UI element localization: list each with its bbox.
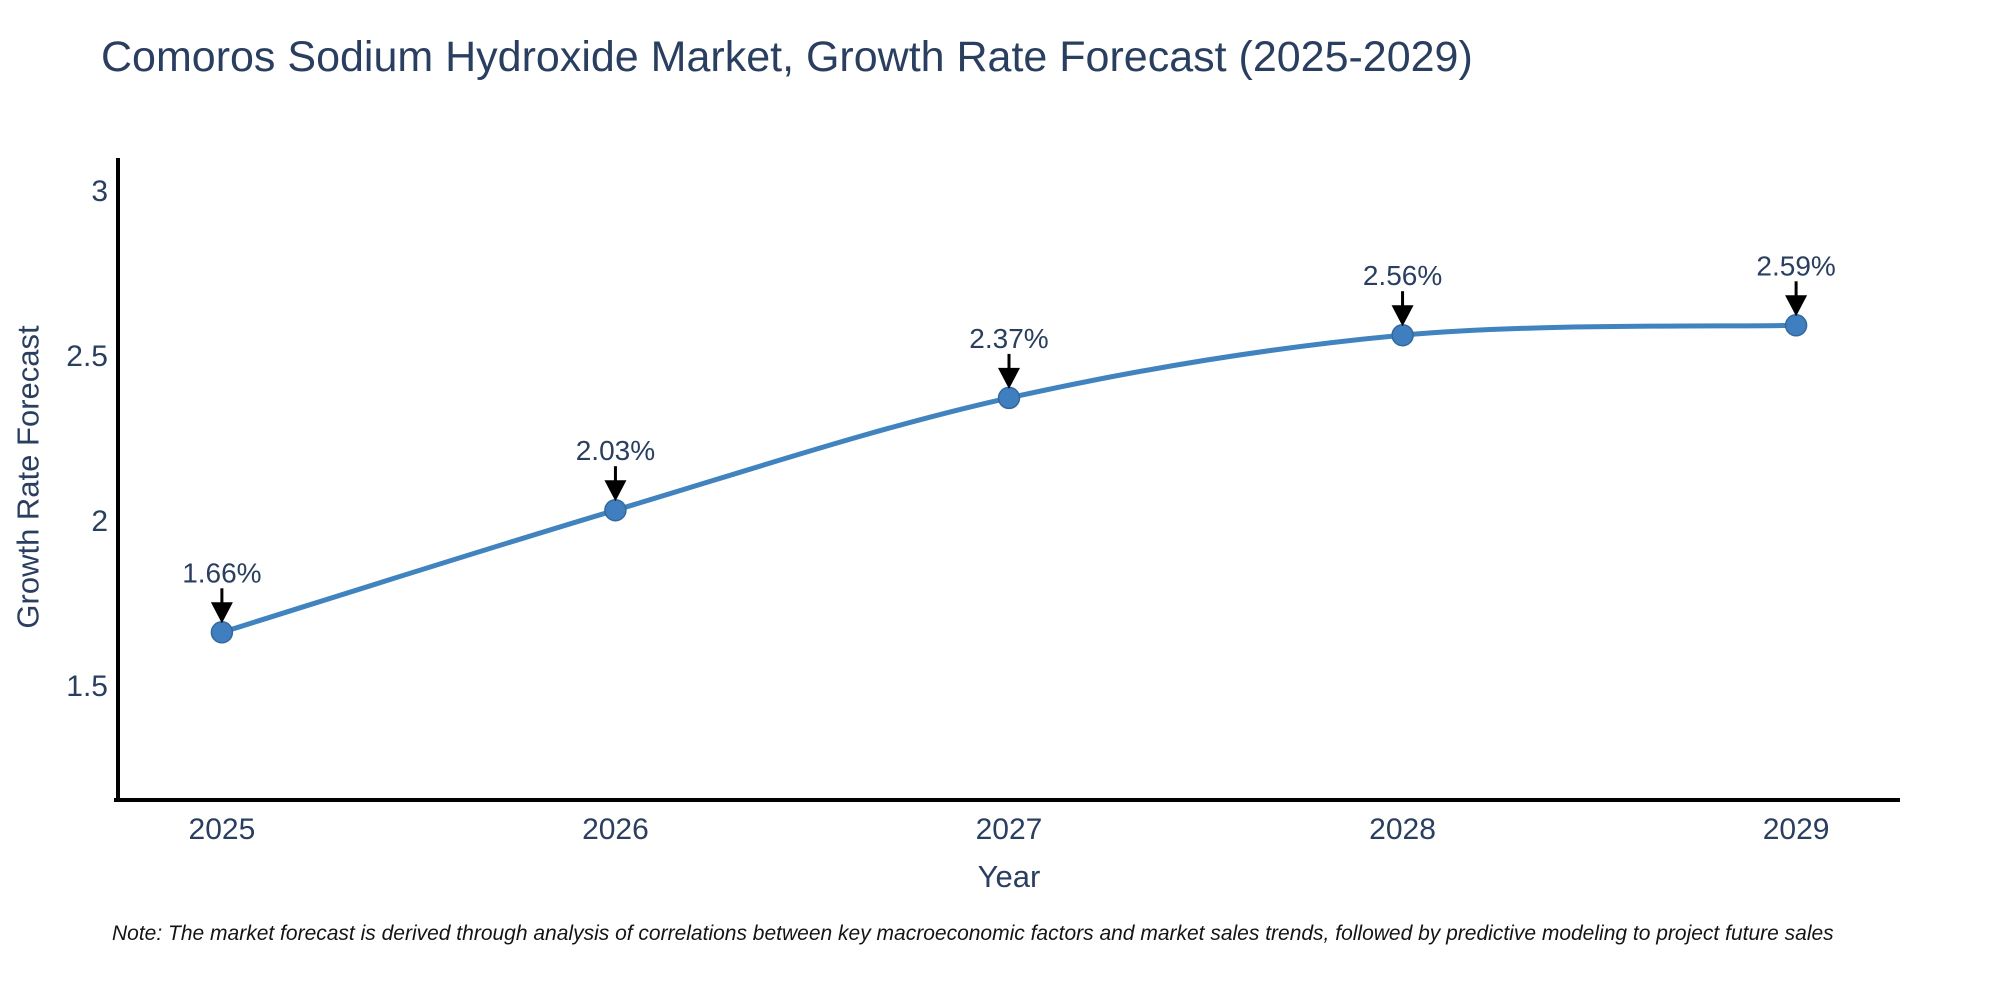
annotation-arrow-head <box>1785 295 1808 317</box>
annotation-arrow-head <box>604 480 627 502</box>
annotation-label: 1.66% <box>182 557 261 588</box>
annotation-label: 2.03% <box>576 435 655 466</box>
x-tick-label: 2026 <box>582 813 649 846</box>
footnote: Note: The market forecast is derived thr… <box>112 922 1834 945</box>
y-tick-label: 2 <box>91 505 108 538</box>
annotation-arrow-head <box>1391 305 1414 327</box>
data-point-marker[interactable] <box>1784 314 1808 337</box>
x-tick-label: 2029 <box>1763 813 1830 846</box>
data-point-marker[interactable] <box>1391 323 1414 347</box>
annotation-label: 2.37% <box>969 323 1048 354</box>
y-tick-label: 2.5 <box>66 340 108 373</box>
annotation-arrow-head <box>998 367 1020 389</box>
chart-title: Comoros Sodium Hydroxide Market, Growth … <box>101 33 1473 81</box>
x-tick-label: 2027 <box>976 813 1043 846</box>
x-tick-label: 2028 <box>1369 813 1436 846</box>
data-point-marker[interactable] <box>210 621 234 644</box>
annotation-layer: 1.66% 2.03% 2.37% 2.56% 2.59% <box>182 250 1836 624</box>
data-point-marker[interactable] <box>604 498 627 522</box>
y-axis-title: Growth Rate Forecast <box>11 325 46 629</box>
y-axis-tick-labels: 1.5 2 2.5 3 <box>66 175 108 703</box>
x-axis-tick-labels: 2025 2026 2027 2028 2029 <box>189 813 1830 846</box>
annotation-arrow-head <box>210 602 233 624</box>
x-axis-title: Year <box>978 859 1041 894</box>
y-tick-label: 3 <box>91 175 108 208</box>
x-tick-label: 2025 <box>189 813 256 846</box>
annotation-label: 2.59% <box>1756 250 1835 281</box>
series-layer <box>210 314 1808 644</box>
y-tick-label: 1.5 <box>66 670 108 703</box>
data-point-marker[interactable] <box>997 386 1021 410</box>
annotation-label: 2.56% <box>1363 260 1442 291</box>
